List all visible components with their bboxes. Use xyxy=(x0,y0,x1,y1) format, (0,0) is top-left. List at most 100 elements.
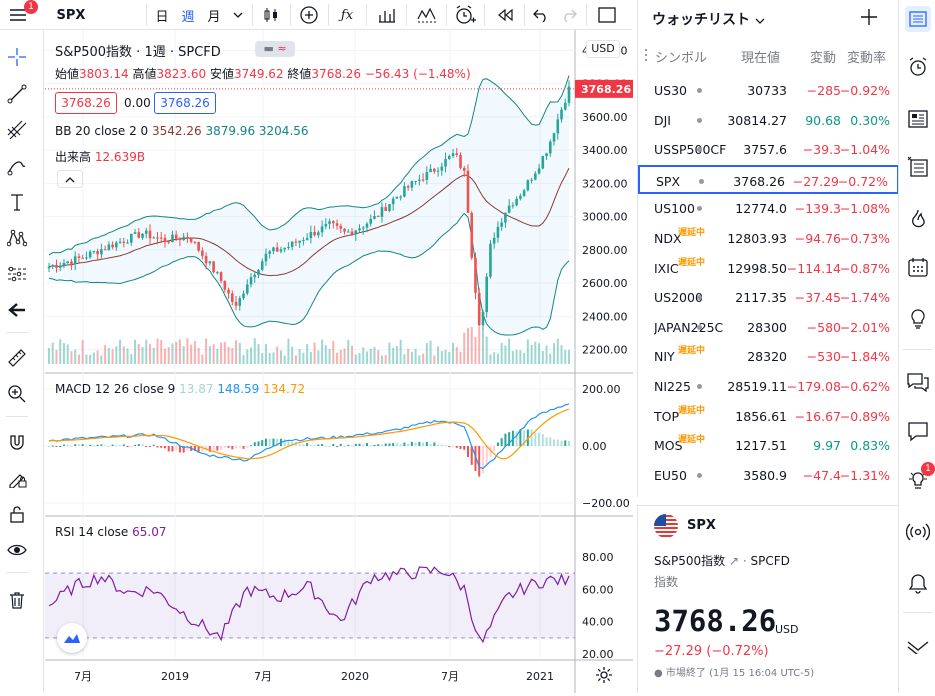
candle-type-icon[interactable] xyxy=(256,0,286,30)
candle-body xyxy=(552,133,556,142)
chart-area[interactable]: 4000.003800.003600.003400.003200.003000.… xyxy=(45,30,633,693)
macd-histogram-bar xyxy=(332,443,335,446)
lock-icon[interactable] xyxy=(0,499,34,529)
macd-histogram-bar xyxy=(481,446,484,474)
lightbulb-icon[interactable] xyxy=(899,304,935,334)
notifications-bell-icon[interactable] xyxy=(899,568,935,598)
ideas-list-icon[interactable] xyxy=(899,152,935,182)
watchlist-row[interactable]: NI225 28519.11 −179.08 −0.62% xyxy=(638,372,899,402)
watchlist-row[interactable]: MOS 遅延中 1217.51 9.97 0.83% xyxy=(638,431,899,461)
timeframe-month[interactable]: 月 xyxy=(207,9,221,25)
add-symbol-icon[interactable] xyxy=(860,8,880,28)
col-header-change-percent[interactable]: 変動率 xyxy=(847,51,887,66)
chats-icon[interactable] xyxy=(899,367,935,397)
streams-icon[interactable] xyxy=(899,517,935,547)
tradingview-logo-icon[interactable] xyxy=(57,623,87,653)
watchlist-row[interactable]: US100 12774.0 −139.3 −1.08% xyxy=(638,194,899,224)
ruler-icon[interactable] xyxy=(0,343,34,373)
col-header-symbol[interactable]: シンボル xyxy=(655,51,708,66)
candle-body xyxy=(77,256,81,258)
chevron-down-icon[interactable] xyxy=(228,0,248,30)
trendline-icon[interactable] xyxy=(0,79,34,109)
alert-icon[interactable] xyxy=(450,0,480,30)
menu-icon[interactable] xyxy=(2,0,34,30)
sell-button[interactable]: 3768.26 xyxy=(55,92,117,114)
external-link-icon[interactable]: ↗ xyxy=(728,554,740,568)
candle-body xyxy=(429,168,432,173)
chart-canvas[interactable]: 4000.003800.003600.003400.003200.003000.… xyxy=(45,30,633,693)
prediction-icon[interactable] xyxy=(0,259,34,289)
pattern-icon[interactable] xyxy=(0,223,34,253)
watchlist-title[interactable]: ウォッチリスト xyxy=(652,9,765,29)
crosshair-icon[interactable] xyxy=(0,42,34,72)
add-indicator-icon[interactable] xyxy=(294,0,324,30)
collapse-panel-icon[interactable] xyxy=(899,632,935,662)
watchlist-row[interactable]: IXIC 遅延中 12998.50 −114.14 −0.87% xyxy=(638,254,899,284)
col-header-last[interactable]: 現在値 xyxy=(741,51,781,66)
settings-gear-icon[interactable] xyxy=(595,666,615,686)
row-symbol: NDX xyxy=(654,231,682,246)
layout-icon[interactable] xyxy=(592,0,622,30)
replay-icon[interactable] xyxy=(490,0,520,30)
alarm-clock-icon[interactable] xyxy=(899,52,935,82)
volume-bar xyxy=(549,353,552,364)
brush-icon[interactable] xyxy=(0,151,34,181)
eye-icon[interactable] xyxy=(0,535,34,565)
watchlist-row[interactable]: NDX 遅延中 12803.93 −94.76 −0.73% xyxy=(638,224,899,254)
volume-bar xyxy=(182,346,185,364)
calendar-icon[interactable] xyxy=(899,252,935,282)
volume-bar xyxy=(433,355,436,364)
trash-icon[interactable] xyxy=(0,585,34,615)
hotlist-icon[interactable] xyxy=(899,204,935,234)
ideas-stream-icon[interactable] xyxy=(899,466,935,496)
undo-icon[interactable] xyxy=(528,0,554,30)
volume-bar xyxy=(171,343,174,364)
timeframe-week[interactable]: 週 xyxy=(181,9,195,25)
macd-histogram-bar xyxy=(339,443,342,446)
arrow-left-icon[interactable] xyxy=(0,295,34,325)
financials-icon[interactable] xyxy=(372,0,402,30)
lock-drawing-icon[interactable] xyxy=(0,463,34,493)
currency-label[interactable]: USD xyxy=(586,40,620,58)
collapse-legend-button[interactable] xyxy=(57,170,83,188)
detail-exchange: SPCFD xyxy=(750,554,790,568)
watchlist-row[interactable]: SPX 3768.26 −27.29 −0.72% xyxy=(638,164,899,195)
candle-body xyxy=(103,249,107,251)
right-sidebar: 1 xyxy=(898,0,935,693)
macd-tick: 0.00 xyxy=(582,440,607,453)
zoom-in-icon[interactable] xyxy=(0,379,34,409)
col-header-change[interactable]: 変動 xyxy=(810,51,837,66)
row-change-percent: −0.72% xyxy=(837,173,888,189)
candle-body xyxy=(242,293,245,299)
symbol-search[interactable]: SPX xyxy=(56,7,86,23)
text-tool-icon[interactable] xyxy=(0,187,34,217)
news-icon[interactable] xyxy=(899,104,935,134)
candle-body xyxy=(522,190,526,196)
volume-bar xyxy=(526,339,529,364)
watchlist-row[interactable]: USSP500CF 3757.6 −39.3 −1.04% xyxy=(638,135,899,165)
candle-body xyxy=(369,218,373,224)
candle-body xyxy=(156,237,159,239)
templates-icon[interactable] xyxy=(410,0,444,30)
watchlist-icon[interactable] xyxy=(899,4,935,34)
watchlist-row[interactable]: DJI 30814.27 90.68 0.30% xyxy=(638,106,899,136)
watchlist-row[interactable]: EU50 3580.9 −47.4 −1.31% xyxy=(638,461,899,491)
redo-icon[interactable] xyxy=(556,0,582,30)
candle-body xyxy=(320,226,324,233)
volume-bar xyxy=(395,346,398,364)
candle-body xyxy=(208,261,212,264)
candle-body xyxy=(451,153,455,157)
watchlist-row[interactable]: US2000 2117.35 −37.45 −1.74% xyxy=(638,283,899,313)
candle-body xyxy=(249,277,253,285)
watchlist-row[interactable]: US30 30733 −285 −0.92% xyxy=(638,76,899,106)
detail-name[interactable]: S&P500指数 xyxy=(654,554,726,568)
watchlist-row[interactable]: JAPAN225C 28300 −580 −2.01% xyxy=(638,313,899,343)
fib-retracement-icon[interactable] xyxy=(0,115,34,145)
watchlist-row[interactable]: NIY 遅延中 28320 −530 −1.84% xyxy=(638,342,899,372)
watchlist-row[interactable]: TOP 遅延中 1856.61 −16.67 −0.89% xyxy=(638,402,899,432)
indicators-fx-icon[interactable]: ƒx xyxy=(340,7,354,23)
buy-button[interactable]: 3768.26 xyxy=(154,92,216,114)
timeframe-day[interactable]: 日 xyxy=(155,9,169,25)
chat-icon[interactable] xyxy=(899,416,935,446)
magnet-icon[interactable] xyxy=(0,427,34,457)
